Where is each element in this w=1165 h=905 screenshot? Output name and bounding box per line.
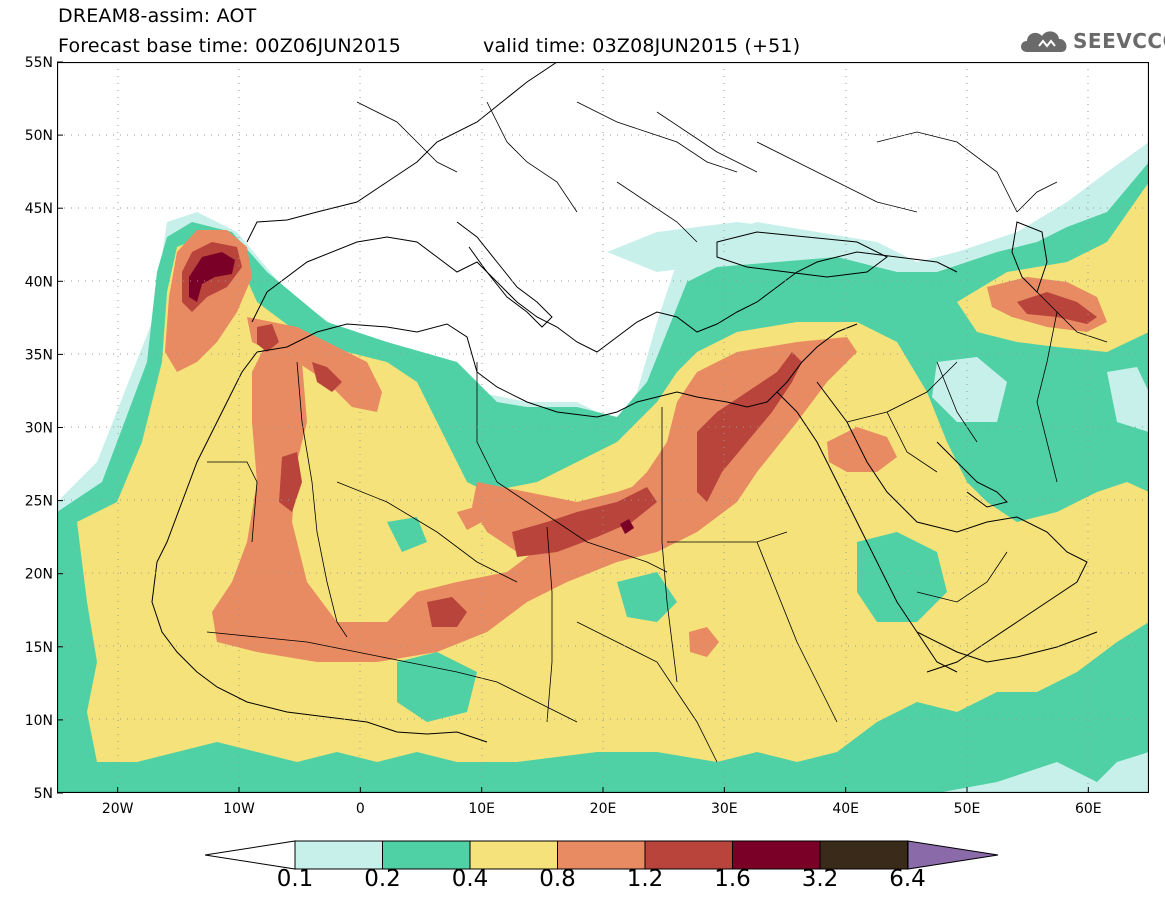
colorbar-label: 1.2 xyxy=(626,866,664,892)
colorbar-segments xyxy=(294,840,908,870)
forecast-times: Forecast base time: 00Z06JUN2015 valid ti… xyxy=(58,35,800,57)
lon-tick-label: 20W xyxy=(102,801,134,817)
lon-tick-label: 50E xyxy=(954,801,981,817)
colorbar-label: 1.6 xyxy=(714,866,751,892)
colorbar-segment xyxy=(294,840,383,870)
colorbar-low-arrow xyxy=(205,840,296,870)
logo-text: SEEVCCC xyxy=(1073,29,1165,53)
lat-tick-label: 20N xyxy=(25,567,53,583)
lon-tick-label: 10E xyxy=(468,801,495,817)
lat-tick-label: 10N xyxy=(25,713,53,729)
colorbar-label: 0.2 xyxy=(364,866,401,892)
colorbar-label: 0.4 xyxy=(451,866,489,892)
lat-axis: 55N 50N 45N 40N 35N 30N 25N 20N 15N 10N 5N xyxy=(25,55,63,802)
axis-overlay: 55N 50N 45N 40N 35N 30N 25N 20N 15N 10N 5N 20W 10W 0… xyxy=(25,55,1102,817)
lon-tick-label: 40E xyxy=(832,801,859,817)
lat-tick-label: 55N xyxy=(25,55,53,71)
lat-tick-label: 30N xyxy=(25,421,53,437)
lat-tick-label: 15N xyxy=(25,640,53,656)
lon-tick-label: 0 xyxy=(356,801,365,817)
lon-tick-label: 20E xyxy=(590,801,617,817)
colorbar-segment xyxy=(382,840,471,870)
map-title: DREAM8-assim: AOT xyxy=(58,5,257,27)
graticule xyxy=(57,62,1149,793)
colorbar-high-arrow xyxy=(907,840,999,870)
lon-tick-label: 60E xyxy=(1075,801,1102,817)
colorbar-segment xyxy=(557,840,646,870)
colorbar-segment xyxy=(819,840,908,870)
lon-axis: 20W 10W 0 10E 20E 30E 40E 50E 60E xyxy=(102,787,1102,817)
aot-map xyxy=(57,62,1149,793)
colorbar-segment xyxy=(732,840,821,870)
lat-tick-label: 45N xyxy=(25,201,53,217)
lat-tick-label: 50N xyxy=(25,128,53,144)
aot-band-0.1-islands xyxy=(932,357,1149,432)
valid-time: valid time: 03Z08JUN2015 (+51) xyxy=(483,35,801,57)
lat-tick-label: 40N xyxy=(25,274,53,290)
aot-band-1.6 xyxy=(189,252,634,534)
colorbar-label: 0.8 xyxy=(539,866,576,892)
seevccc-logo: SEEVCCC xyxy=(1017,24,1165,58)
colorbar-label: 3.2 xyxy=(801,866,839,892)
lat-tick-label: 35N xyxy=(25,347,53,363)
colorbar-segment xyxy=(469,840,558,870)
country-borders xyxy=(206,101,1108,763)
colorbar-segment xyxy=(644,840,733,870)
lat-tick-label: 5N xyxy=(34,786,53,802)
colorbar-label: 0.1 xyxy=(276,866,314,892)
lon-tick-label: 10W xyxy=(223,801,255,817)
coastlines xyxy=(151,62,1098,743)
lon-tick-label: 30E xyxy=(711,801,738,817)
base-time: Forecast base time: 00Z06JUN2015 xyxy=(58,35,401,57)
cloud-icon xyxy=(1021,31,1067,52)
lat-tick-label: 25N xyxy=(25,494,53,510)
colorbar xyxy=(205,840,999,870)
colorbar-label: 6.4 xyxy=(889,866,926,892)
